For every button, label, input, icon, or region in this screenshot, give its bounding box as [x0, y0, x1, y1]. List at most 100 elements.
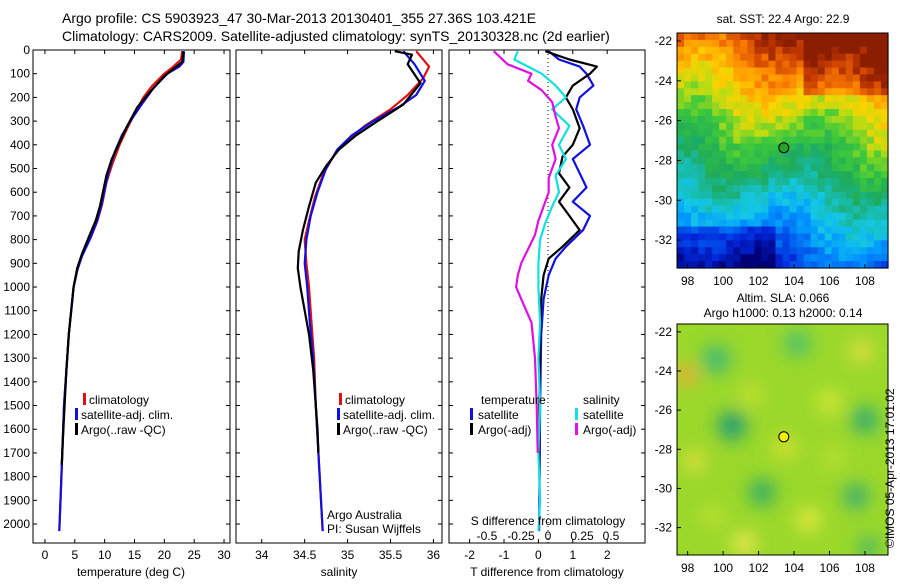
sst-cell [726, 74, 734, 82]
sst-cell [803, 212, 812, 221]
sst-cell [726, 219, 734, 228]
sst-cell [824, 178, 833, 186]
sst-cell [754, 219, 762, 228]
sst-cell [810, 247, 819, 255]
sst-cell [747, 136, 755, 145]
sst-cell [691, 240, 699, 248]
sst-cell [803, 247, 812, 255]
temp-y-tick-label-8: 800 [10, 233, 30, 247]
sst-cell [698, 191, 706, 200]
sst-cell [859, 81, 868, 89]
sst-cell [831, 150, 840, 159]
sst-cell [859, 74, 868, 82]
sst-cell [740, 74, 748, 82]
sst-cell [740, 226, 748, 235]
diff-series-line-1 [537, 50, 599, 465]
diff-s-tick-label-1: -0.25 [507, 529, 535, 543]
sst-cell [817, 129, 826, 138]
sst-cell [789, 247, 798, 255]
sst-cell [719, 88, 727, 96]
sst-cell [677, 150, 685, 159]
sst-cell [782, 240, 791, 248]
sst-cell [754, 95, 762, 103]
temp-y-tick-label-15: 1500 [3, 399, 30, 413]
sla-blob [784, 330, 811, 357]
sst-cell [726, 212, 734, 221]
sst-cell [782, 205, 791, 214]
sst-cell [796, 212, 805, 221]
sst-cell [873, 67, 882, 76]
sst-cell [705, 95, 713, 103]
sst-cell [705, 102, 713, 110]
sal-x-tick-label-3: 35.5 [379, 548, 403, 562]
sst-cell [712, 240, 720, 248]
sst-cell [789, 219, 798, 228]
sst-cell [719, 164, 727, 172]
sst-cell [677, 254, 685, 262]
sst-cell [845, 33, 854, 41]
temperature-panel: 0100200300400500600700800900100011001200… [3, 43, 231, 579]
sst-cell [782, 233, 791, 241]
sst-cell [684, 129, 692, 138]
sst-cell [747, 212, 755, 221]
sst-cell [761, 191, 770, 200]
sst-cell [719, 171, 727, 179]
sst-cell [810, 122, 819, 131]
sst-cell [859, 240, 868, 248]
sst-cell [698, 226, 706, 235]
sst-cell [712, 122, 720, 131]
sst-cell [782, 60, 791, 69]
sst-cell [838, 136, 847, 145]
sst-cell [852, 226, 861, 235]
sst-cell [873, 136, 882, 145]
sst-cell [768, 185, 777, 193]
sst-x-tick-label-2: 102 [749, 274, 769, 288]
diff-s-tick-label-0: -0.5 [477, 529, 498, 543]
sla-blobs [677, 330, 879, 555]
sst-cell [845, 233, 854, 241]
sst-cell [740, 150, 748, 159]
sla-blob [701, 504, 724, 527]
sst-map-panel: sat. SST: 22.4 Argo: 22.9 98 100 102 104 106… [655, 12, 889, 288]
sst-cell [866, 226, 875, 235]
sst-cell [775, 205, 784, 214]
diff-series-line-3 [492, 50, 561, 453]
sst-cell [803, 185, 812, 193]
sla-argo-marker [778, 431, 790, 443]
sst-cell [705, 109, 713, 117]
sst-cell [817, 157, 826, 165]
sst-cell [810, 164, 819, 172]
sst-cell [866, 247, 875, 255]
sst-cell [754, 226, 762, 235]
sst-cell [775, 81, 784, 89]
sst-cell [873, 88, 882, 96]
sst-cell [873, 95, 882, 103]
sst-cell [684, 122, 692, 131]
sst-cell [838, 143, 847, 152]
sst-cell [824, 39, 833, 48]
sst-cell [859, 129, 868, 138]
sst-cell [873, 185, 882, 193]
sst-cell [810, 240, 819, 248]
sst-cell [691, 95, 699, 103]
sst-cell [796, 185, 805, 193]
sst-cell [866, 185, 875, 193]
sst-cell [726, 122, 734, 131]
sst-cell [880, 150, 889, 159]
sst-cell [838, 115, 847, 124]
diff-series-line-0 [538, 50, 595, 532]
sst-cell [859, 178, 868, 186]
sst-cell [775, 109, 784, 117]
sst-cell [705, 115, 713, 124]
sst-cell [803, 122, 812, 131]
sst-cell [740, 178, 748, 186]
sst-cell [740, 198, 748, 207]
sst-cell [775, 39, 784, 48]
sst-cell [859, 261, 868, 269]
sst-cell [796, 81, 805, 89]
sst-cell [705, 233, 713, 241]
sst-cell [810, 219, 819, 228]
sst-cell [740, 219, 748, 228]
sst-cell [796, 33, 805, 41]
sst-cell [761, 254, 770, 262]
